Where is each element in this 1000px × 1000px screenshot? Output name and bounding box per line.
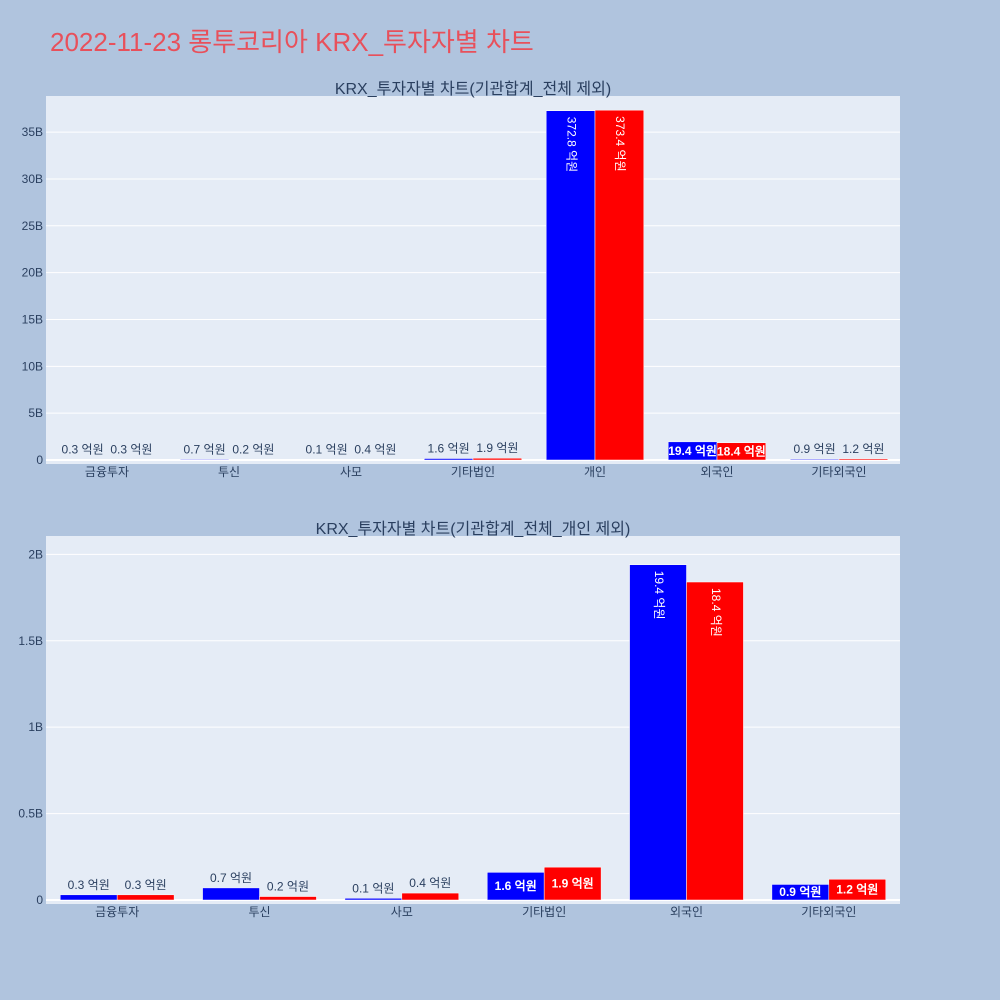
x-tick-label: 외국인 [700, 465, 733, 479]
bar-b [228, 459, 279, 461]
bar-a [344, 898, 403, 901]
bar-a [629, 564, 687, 901]
data-label: 0.9 억원 [794, 442, 836, 456]
y-tick-label: 5B [28, 406, 43, 420]
data-label: 1.9 억원 [552, 877, 594, 891]
data-label: 19.4 억원 [652, 571, 666, 620]
x-tick-label: 기타법인 [451, 465, 495, 479]
x-tick-label: 외국인 [670, 905, 703, 919]
y-tick-label: 0 [36, 453, 43, 467]
bar-a [179, 459, 230, 461]
data-label: 0.1 억원 [352, 881, 394, 895]
data-label: 0.7 억원 [184, 442, 226, 456]
data-label: 0.7 억원 [210, 871, 252, 885]
bar-a [57, 459, 108, 461]
bar-a [545, 110, 596, 461]
x-tick-label: 투신 [218, 465, 240, 479]
bar-a [59, 894, 118, 901]
data-label: 19.4 억원 [668, 444, 717, 458]
data-label: 0.1 억원 [306, 443, 348, 457]
x-tick-label: 기타외국인 [811, 465, 866, 479]
data-label: 0.2 억원 [267, 880, 309, 894]
x-tick-label: 금융투자 [95, 905, 139, 919]
bar-a [789, 458, 840, 461]
data-label: 18.4 억원 [717, 444, 766, 458]
bar-b [828, 879, 887, 901]
y-tick-label: 0 [36, 893, 43, 907]
plot-area [46, 536, 900, 904]
bar-b [350, 459, 401, 461]
x-tick-label: 개인 [584, 465, 606, 479]
data-label: 0.3 억원 [62, 443, 104, 457]
bar-b [838, 458, 889, 461]
data-label: 1.9 억원 [476, 441, 518, 455]
data-label: 0.2 억원 [232, 443, 274, 457]
bar-b [116, 894, 175, 901]
data-label: 1.6 억원 [495, 879, 537, 893]
chart-2: KRX_투자자별 차트(기관합계_전체_개인 제외) 0 0.5B 1B 1.5B 2B 금… [18, 520, 900, 919]
bar-b [401, 892, 460, 901]
y-tick-label: 10B [22, 359, 43, 373]
page-title: 2022-11-23 롱투코리아 KRX_투자자별 차트 [50, 27, 534, 57]
y-tick-label: 2B [28, 547, 43, 561]
bar-b [543, 866, 602, 901]
chart-title: KRX_투자자별 차트(기관합계_전체 제외) [335, 80, 611, 98]
bar-b [259, 896, 317, 901]
y-tick-label: 30B [22, 172, 43, 186]
bar-b [594, 109, 645, 461]
data-label: 0.9 억원 [779, 885, 821, 899]
y-tick-label: 1B [28, 720, 43, 734]
x-tick-label: 사모 [340, 465, 362, 479]
data-label: 372.8 억원 [564, 117, 578, 172]
data-label: 1.6 억원 [428, 442, 470, 456]
x-tick-label: 사모 [391, 905, 413, 919]
bar-a [202, 887, 260, 901]
data-label: 1.2 억원 [842, 442, 884, 456]
bar-b [686, 581, 744, 901]
y-tick-label: 25B [22, 219, 43, 233]
y-tick-label: 1.5B [18, 634, 43, 648]
data-label: 0.4 억원 [354, 443, 396, 457]
data-label: 373.4 억원 [613, 116, 627, 171]
x-tick-label: 투신 [248, 905, 270, 919]
bar-a [486, 872, 545, 901]
chart-1: KRX_투자자별 차트(기관합계_전체 제외) 0 5B 10B 15B 20B 25B 30… [22, 80, 900, 479]
bar-b [472, 457, 523, 461]
y-tick-label: 0.5B [18, 807, 43, 821]
chart-title: KRX_투자자별 차트(기관합계_전체_개인 제외) [316, 520, 631, 538]
data-label: 18.4 억원 [709, 588, 723, 637]
data-label: 0.4 억원 [409, 876, 451, 890]
data-label: 0.3 억원 [110, 443, 152, 457]
x-tick-label: 기타법인 [522, 905, 566, 919]
bar-b [106, 459, 157, 461]
plot-area [46, 96, 900, 464]
x-tick-label: 기타외국인 [801, 905, 856, 919]
y-tick-label: 35B [22, 125, 43, 139]
bar-a [301, 459, 352, 461]
data-label: 0.3 억원 [125, 878, 167, 892]
bar-a [423, 458, 474, 461]
y-tick-label: 15B [22, 312, 43, 326]
data-label: 1.2 억원 [836, 883, 878, 897]
x-tick-label: 금융투자 [85, 465, 129, 479]
y-tick-label: 20B [22, 266, 43, 280]
bar-b [716, 442, 767, 461]
data-label: 0.3 억원 [68, 878, 110, 892]
